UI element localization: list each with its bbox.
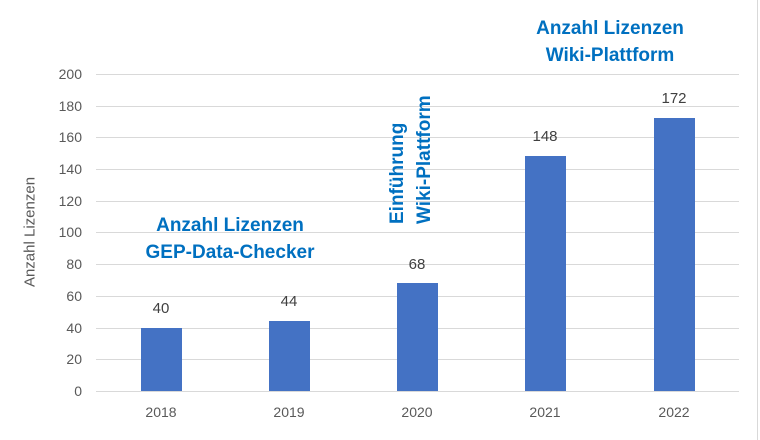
y-tick: 180 bbox=[58, 98, 82, 114]
y-tick: 80 bbox=[66, 256, 82, 272]
bar-2022 bbox=[654, 118, 695, 391]
bar-2018 bbox=[141, 328, 182, 391]
gridline bbox=[96, 74, 739, 75]
x-axis-line bbox=[96, 391, 739, 392]
gridline bbox=[96, 169, 739, 170]
gridline bbox=[96, 106, 739, 107]
x-tick-2021: 2021 bbox=[529, 404, 561, 420]
annotation-line: Anzahl Lizenzen bbox=[536, 18, 684, 39]
y-tick: 0 bbox=[74, 383, 82, 399]
bar-2020 bbox=[397, 283, 438, 391]
annotation-gep-data-checker: Anzahl Lizenzen GEP-Data-Checker bbox=[125, 212, 335, 266]
gridline bbox=[96, 201, 739, 202]
y-axis-label: Anzahl Lizenzen bbox=[21, 176, 39, 288]
x-tick-2022: 2022 bbox=[658, 404, 690, 420]
y-tick: 200 bbox=[58, 66, 82, 82]
data-label-2020: 68 bbox=[408, 256, 426, 273]
y-tick: 20 bbox=[66, 351, 82, 367]
annotation-line: Wiki-Plattform bbox=[414, 95, 435, 224]
annotation-line: Wiki-Plattform bbox=[545, 45, 675, 66]
y-tick: 40 bbox=[66, 320, 82, 336]
annotation-line: Anzahl Lizenzen bbox=[156, 215, 304, 236]
y-tick: 120 bbox=[58, 193, 82, 209]
data-label-2022: 172 bbox=[661, 90, 687, 107]
y-tick: 160 bbox=[58, 129, 82, 145]
annotation-wiki-plattform: Anzahl Lizenzen Wiki-Plattform bbox=[505, 15, 715, 69]
y-tick: 60 bbox=[66, 288, 82, 304]
bar-2021 bbox=[525, 156, 566, 391]
x-tick-2020: 2020 bbox=[401, 404, 433, 420]
y-tick: 140 bbox=[58, 161, 82, 177]
gridline bbox=[96, 137, 739, 138]
gridline bbox=[96, 264, 739, 265]
x-tick-2018: 2018 bbox=[145, 404, 177, 420]
bar-2019 bbox=[269, 321, 310, 391]
annotation-einfuehrung-wiki: Einführung Wiki-Plattform bbox=[384, 95, 438, 224]
gridline bbox=[96, 232, 739, 233]
data-label-2019: 44 bbox=[280, 293, 298, 310]
annotation-line: Einführung bbox=[387, 122, 408, 224]
data-label-2021: 148 bbox=[532, 128, 558, 145]
chart-border bbox=[757, 0, 758, 440]
y-tick: 100 bbox=[58, 224, 82, 240]
data-label-2018: 40 bbox=[152, 300, 170, 317]
x-tick-2019: 2019 bbox=[273, 404, 305, 420]
annotation-line: GEP-Data-Checker bbox=[145, 242, 315, 263]
